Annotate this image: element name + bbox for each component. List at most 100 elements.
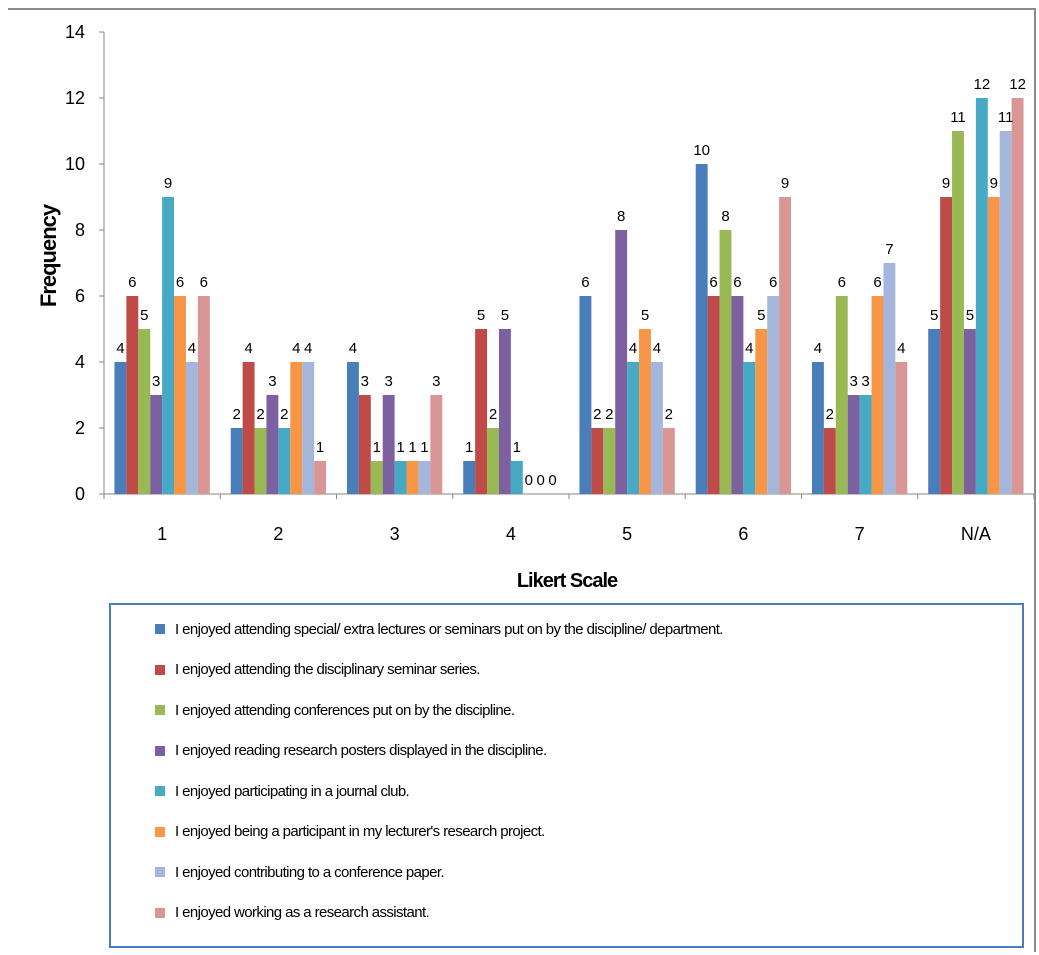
bar <box>266 395 279 494</box>
legend-item: I enjoyed contributing to a conference p… <box>155 862 445 882</box>
x-tick-label: 2 <box>273 524 283 544</box>
bar <box>603 428 616 494</box>
bar-value-label: 9 <box>990 175 998 192</box>
y-tick-label: 8 <box>75 220 85 240</box>
bar <box>197 296 210 494</box>
bar-value-label: 6 <box>709 274 717 291</box>
bar-value-label: 3 <box>384 373 392 390</box>
bar <box>650 362 663 494</box>
bar <box>859 395 872 494</box>
x-tick-label: 6 <box>738 524 748 544</box>
bar-value-label: 1 <box>513 439 521 456</box>
bar <box>987 197 1000 494</box>
bar <box>743 362 756 494</box>
legend-label: I enjoyed working as a research assistan… <box>175 904 430 921</box>
bar <box>731 296 744 494</box>
bar <box>314 461 327 494</box>
bar <box>475 329 488 494</box>
bar <box>254 428 267 494</box>
bar <box>498 329 511 494</box>
chart-frame <box>8 8 1036 952</box>
bar-value-label: 4 <box>116 340 124 357</box>
legend: I enjoyed attending special/ extra lectu… <box>109 603 1024 948</box>
bar <box>999 131 1012 494</box>
x-tick-label: 1 <box>157 524 167 544</box>
bar <box>639 329 651 494</box>
x-axis: 1 2 3 4 5 6 7 N/A <box>103 493 1035 544</box>
bar <box>114 362 127 494</box>
bar-value-label: 5 <box>930 307 938 324</box>
bar <box>150 395 163 494</box>
y-axis: 0 2 4 6 8 10 12 14 <box>65 22 105 504</box>
bar <box>302 362 315 494</box>
y-tick-label: 4 <box>75 352 85 372</box>
legend-label: I enjoyed attending the disciplinary sem… <box>175 661 480 678</box>
bar-value-label: 3 <box>849 373 857 390</box>
y-tick-label: 10 <box>65 154 85 174</box>
bar-value-label: 4 <box>292 340 300 357</box>
bar-value-label: 6 <box>128 274 136 291</box>
bar <box>1011 98 1024 494</box>
bar-value-label: 10 <box>693 142 710 159</box>
bar-value-label: 6 <box>769 274 777 291</box>
y-tick-label: 14 <box>65 22 85 42</box>
bar-value-label: 2 <box>605 406 613 423</box>
bar <box>579 296 592 494</box>
bar-value-label: 1 <box>373 439 381 456</box>
bar <box>174 296 186 494</box>
bar <box>382 395 395 494</box>
bar <box>358 395 371 494</box>
bar <box>126 296 139 494</box>
bar-value-label: 5 <box>140 307 148 324</box>
legend-item: I enjoyed attending special/ extra lectu… <box>155 619 723 639</box>
bar-value-label: 2 <box>280 406 288 423</box>
legend-swatch <box>155 826 165 837</box>
x-tick-label: N/A <box>961 524 991 544</box>
x-axis-title: Likert Scale <box>517 570 618 592</box>
bar <box>811 362 824 494</box>
bar-value-label: 2 <box>256 406 264 423</box>
bar-value-label: 5 <box>477 307 485 324</box>
bar-value-label: 2 <box>489 406 497 423</box>
bar-value-label: 2 <box>826 406 834 423</box>
bar-value-label: 5 <box>641 307 649 324</box>
bar <box>823 428 836 494</box>
y-tick-label: 0 <box>75 484 85 504</box>
y-axis-title: Frequency <box>36 203 61 307</box>
bar <box>242 362 255 494</box>
bar-value-label: 4 <box>745 340 753 357</box>
bar-value-label: 4 <box>188 340 196 357</box>
bar-value-label: 3 <box>268 373 276 390</box>
bar <box>755 329 768 494</box>
bar <box>695 164 708 494</box>
bar-value-label: 4 <box>244 340 252 357</box>
bar-value-label: 0 <box>525 472 533 489</box>
legend-item: I enjoyed attending conferences put on b… <box>155 700 515 720</box>
bar <box>346 362 359 494</box>
bar <box>835 296 848 494</box>
bar <box>591 428 604 494</box>
bar <box>615 230 628 494</box>
bar-value-label: 6 <box>581 274 589 291</box>
bar <box>627 362 640 494</box>
legend-swatch <box>155 624 165 634</box>
bar <box>767 296 780 494</box>
legend-item: I enjoyed being a participant in my lect… <box>155 822 545 842</box>
bar <box>779 197 792 494</box>
bar <box>719 230 732 494</box>
legend-label: I enjoyed reading research posters displ… <box>175 742 547 759</box>
bar-value-label: 6 <box>176 274 184 291</box>
bar-value-label: 11 <box>950 109 966 126</box>
bar-value-label: 8 <box>617 208 625 225</box>
legend-label: I enjoyed attending conferences put on b… <box>175 701 515 719</box>
legend-label: I enjoyed participating in a journal clu… <box>175 782 410 800</box>
bar <box>290 362 303 494</box>
bar <box>847 395 860 494</box>
bar-value-label: 3 <box>432 373 440 390</box>
bar-value-label: 4 <box>304 340 312 357</box>
bar-value-label: 8 <box>721 208 729 225</box>
bar <box>975 98 988 494</box>
bar <box>278 428 291 494</box>
bar-value-label: 6 <box>873 274 881 291</box>
